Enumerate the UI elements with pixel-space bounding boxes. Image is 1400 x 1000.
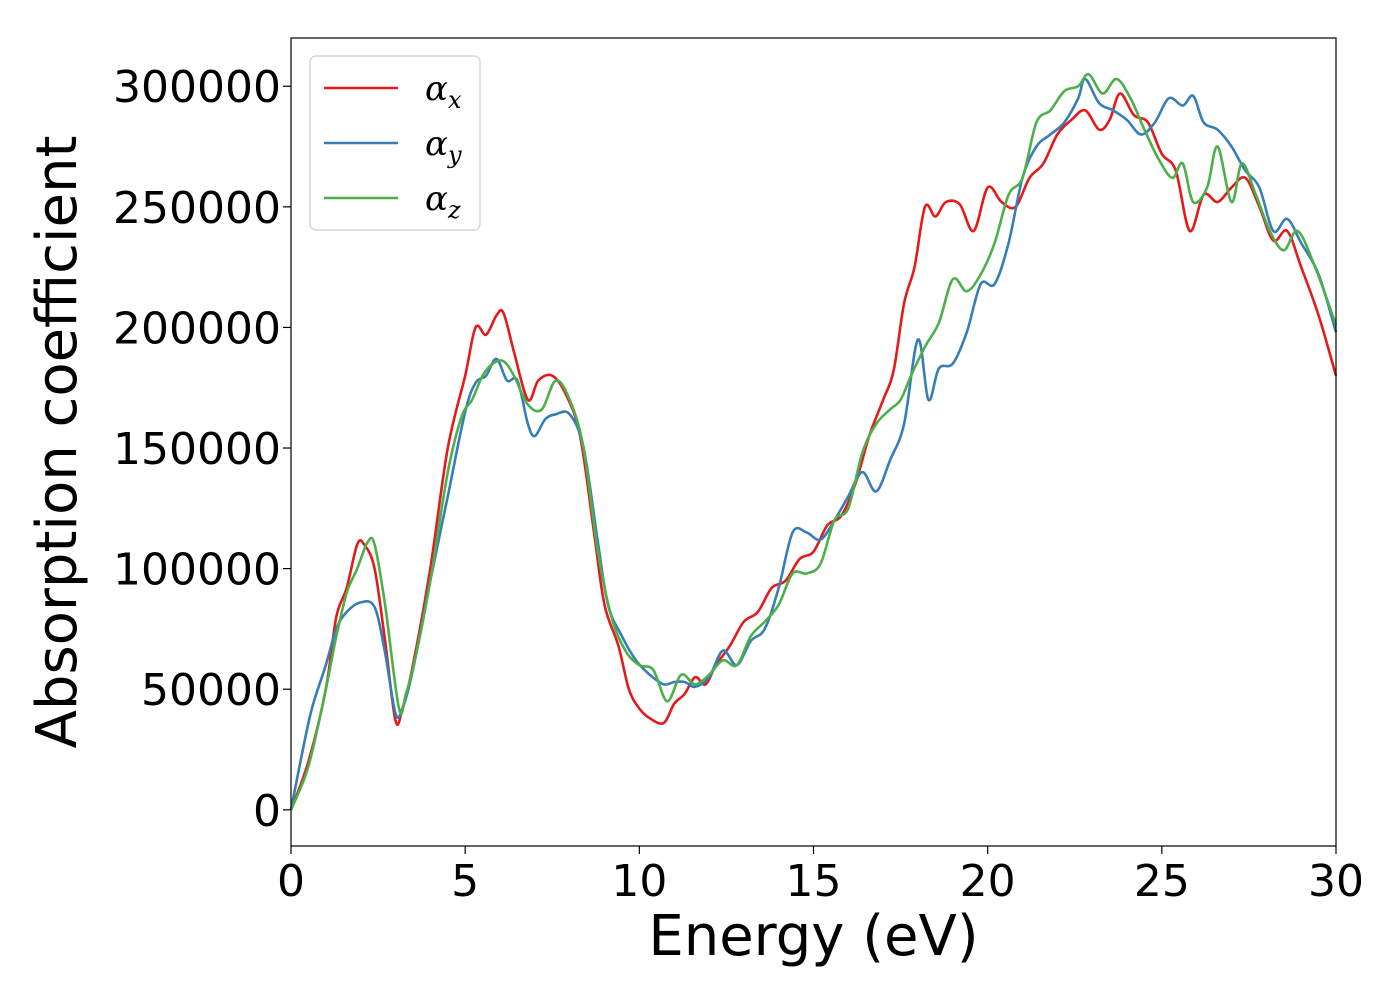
x-tick-label: 15 <box>786 856 842 907</box>
y-tick-label: 50000 <box>141 665 281 716</box>
x-axis: 0 5 10 15 20 25 30 <box>277 846 1364 907</box>
y-tick-label: 200000 <box>113 303 281 354</box>
y-tick-label: 0 <box>253 786 281 837</box>
y-tick-label: 150000 <box>113 424 281 475</box>
x-axis-title: Energy (eV) <box>648 904 978 969</box>
x-tick-label: 10 <box>611 856 667 907</box>
series-line-z <box>289 72 1338 811</box>
y-tick-label: 250000 <box>113 183 281 234</box>
x-tick-label: 25 <box>1134 856 1190 907</box>
y-axis-title: Absorption coefficient <box>25 136 90 749</box>
x-tick-label: 30 <box>1308 856 1364 907</box>
y-tick-label: 100000 <box>113 545 281 596</box>
y-tick-label: 300000 <box>113 62 281 113</box>
y-axis: 0 50000 100000 150000 200000 250000 300000 <box>113 62 291 837</box>
x-tick-label: 20 <box>960 856 1016 907</box>
series-line-y <box>289 77 1338 811</box>
series-layer <box>289 72 1338 811</box>
series-line-x <box>289 92 1338 811</box>
x-tick-label: 0 <box>277 856 305 907</box>
x-tick-label: 5 <box>451 856 479 907</box>
